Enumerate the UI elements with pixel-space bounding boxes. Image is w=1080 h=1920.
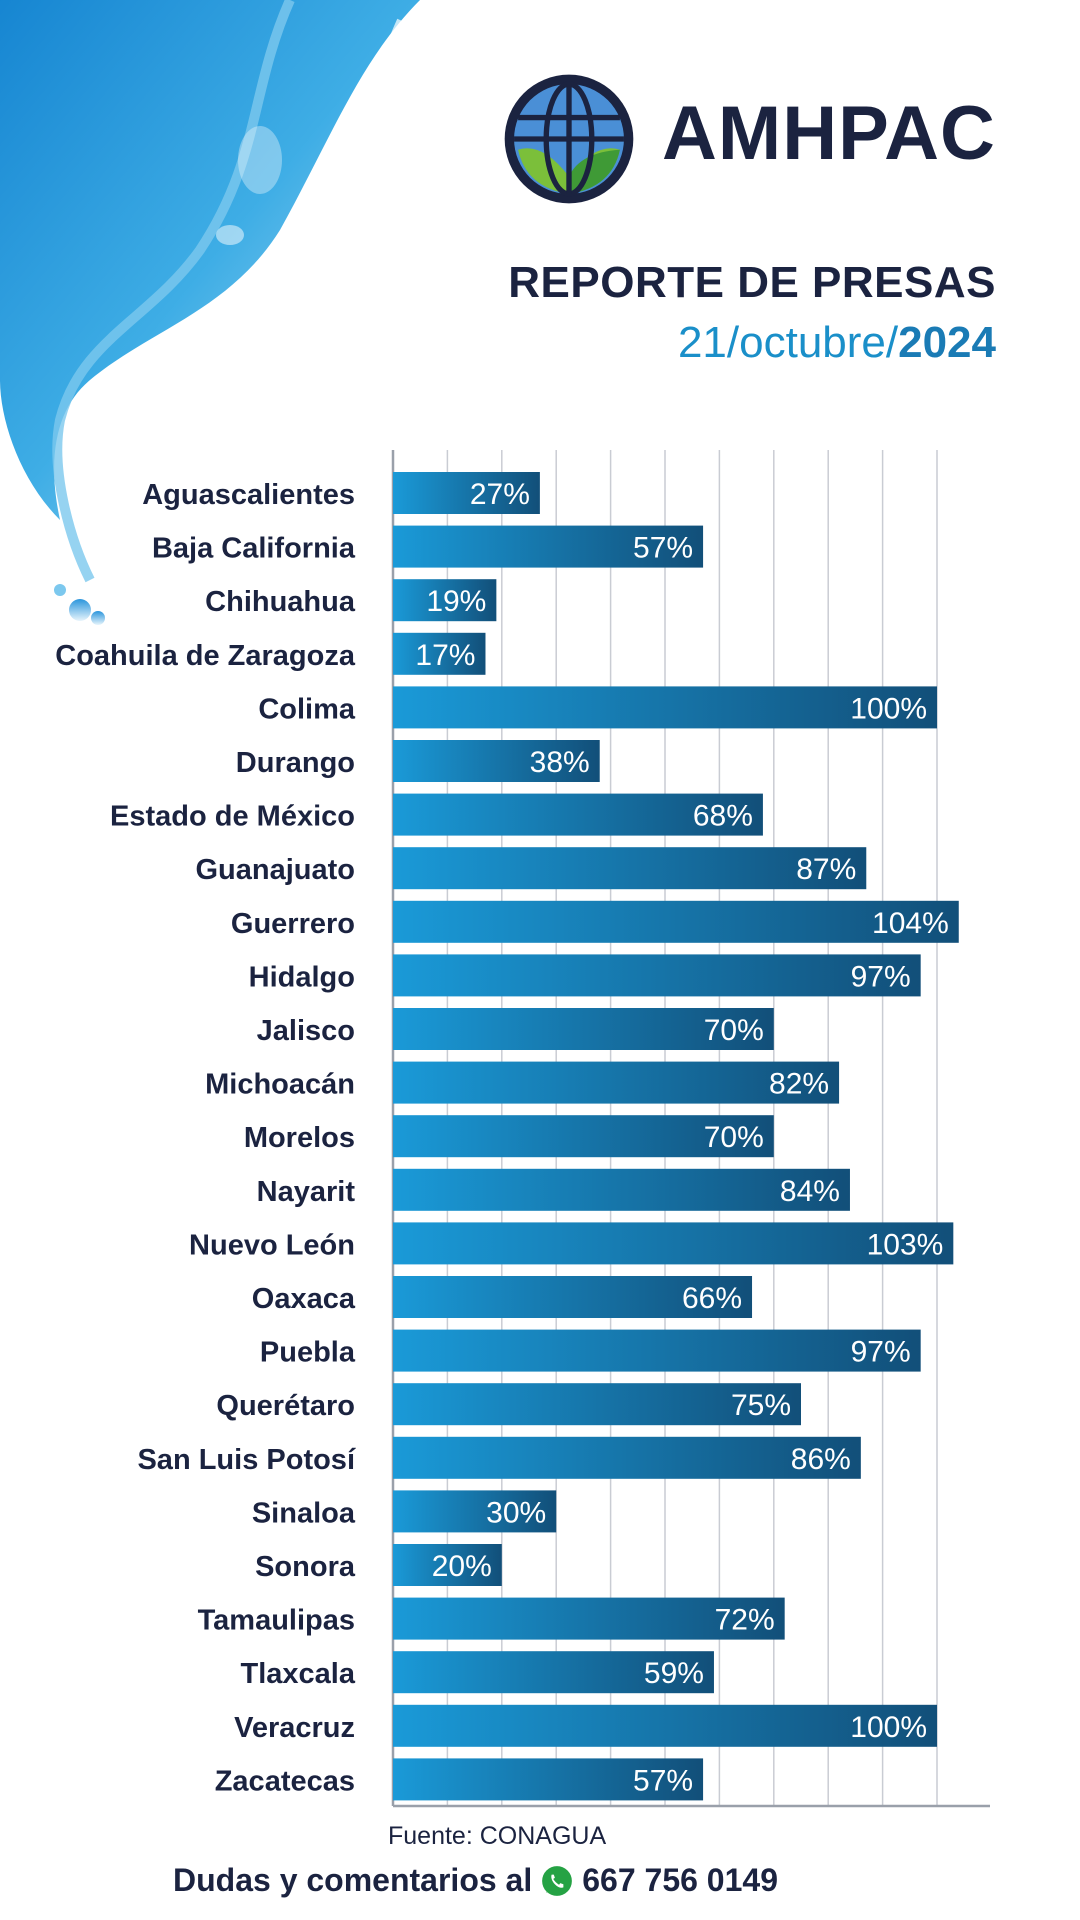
bar-value-label: 70% [704,1121,764,1154]
water-splash-graphic [0,0,420,625]
bar [393,525,704,568]
bar [393,632,486,675]
bar-value-label: 103% [867,1228,944,1261]
category-label: Oaxaca [252,1283,356,1315]
category-label: Jalisco [257,1015,355,1047]
bar-value-label: 97% [851,960,911,993]
bar [393,1115,774,1158]
category-label: Tlaxcala [241,1658,356,1690]
report-title: REPORTE DE PRESAS [508,258,996,307]
bar [393,954,921,997]
bar-value-label: 19% [426,585,486,618]
category-label: Zacatecas [215,1765,355,1797]
bar [393,1758,704,1801]
bar [393,686,937,729]
category-label: Estado de México [110,801,355,833]
bar-value-label: 20% [432,1550,492,1583]
category-label: Colima [258,693,356,725]
bar-value-label: 100% [850,1711,927,1744]
category-label: Guanajuato [195,854,355,886]
bar [393,1008,774,1050]
bar [393,1222,954,1265]
category-label: Nayarit [257,1176,356,1208]
report-date: 21/octubre/2024 [678,318,996,368]
contact-phone[interactable]: 667 756 0149 [582,1862,778,1898]
contact-footer: Dudas y comentarios al 667 756 0149 [173,1862,778,1899]
bar-value-label: 57% [633,532,693,565]
whatsapp-icon [542,1865,573,1896]
bar [393,1436,861,1479]
bar-value-label: 17% [415,639,475,672]
category-label: Aguascalientes [142,479,355,511]
bar [393,1168,850,1211]
bar [393,1544,502,1586]
brand-name: AMHPAC [662,91,996,176]
bar-value-label: 72% [715,1604,775,1637]
category-label: Michoacán [205,1069,355,1101]
category-label: Guerrero [231,908,355,940]
bar-value-label: 30% [486,1496,546,1529]
bar-value-label: 87% [796,853,856,886]
bar-value-label: 59% [644,1657,704,1690]
category-label: Nuevo León [189,1229,355,1261]
bar-value-label: 84% [780,1175,840,1208]
bar [393,1383,801,1426]
dam-levels-bar-chart: 27% 57% 19% 17% 100% 38% 68% 87% 104% 97% 70%82%70… [55,450,990,1808]
category-label: Sonora [255,1551,356,1583]
contact-text: Dudas y comentarios al [173,1862,533,1898]
bar-value-label: 104% [872,907,949,940]
source-note: Fuente: CONAGUA [388,1822,607,1850]
bar [393,1490,557,1533]
bar-value-label: 82% [769,1068,829,1101]
category-label: Veracruz [234,1712,355,1744]
category-label: Baja California [152,533,356,565]
bar [393,847,867,890]
globe-logo-icon [504,74,634,204]
category-label: San Luis Potosí [137,1444,355,1476]
bar-value-label: 70% [704,1014,764,1047]
category-label: Durango [236,747,355,779]
bar [393,472,540,514]
bar-value-label: 86% [791,1443,851,1476]
bar [393,740,600,782]
bar [393,579,497,622]
bar [393,793,763,836]
category-label: Querétaro [216,1390,355,1422]
bar-value-label: 75% [731,1389,791,1422]
category-label: Hidalgo [249,961,355,993]
bar [393,1651,714,1694]
bar [393,1704,937,1747]
bar-value-label: 68% [693,800,753,833]
category-label: Chihuahua [205,586,356,618]
category-label: Sinaloa [252,1497,356,1529]
bar-value-label: 97% [851,1336,911,1369]
bar-value-label: 66% [682,1282,742,1315]
bar-value-label: 100% [850,692,927,725]
category-label: Morelos [244,1122,355,1154]
bar [393,900,959,943]
category-label: Tamaulipas [198,1605,355,1637]
category-label: Puebla [260,1337,356,1369]
bar-value-label: 27% [470,478,530,511]
bar [393,1276,753,1318]
bar [393,1329,921,1372]
bar-value-label: 57% [633,1764,693,1797]
report-date-prefix: 21/octubre/ [677,318,899,367]
report-date-year: 2024 [898,318,996,367]
bar-value-label: 38% [530,746,590,779]
bar [393,1061,840,1104]
category-label: Coahuila de Zaragoza [55,640,356,672]
bar [393,1597,785,1640]
